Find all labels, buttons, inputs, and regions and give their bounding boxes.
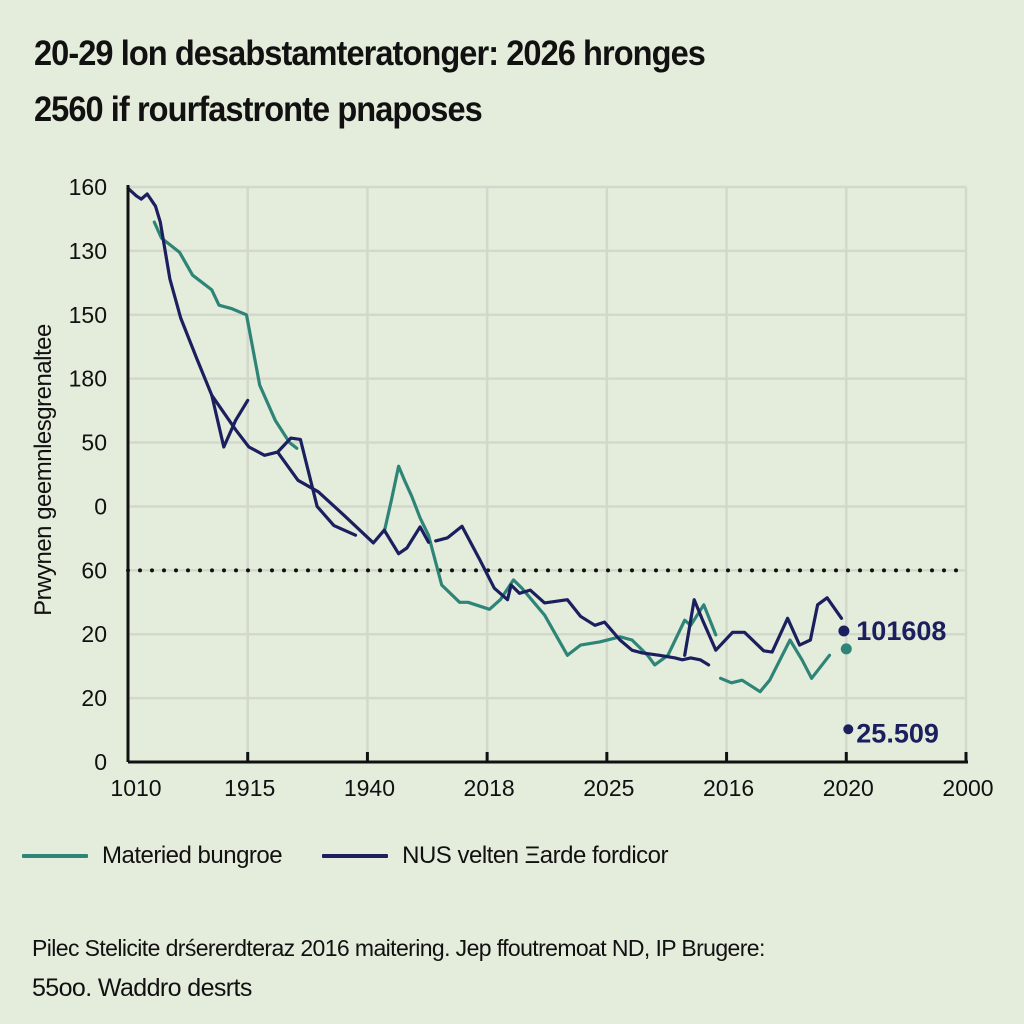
y-tick-label: 150 <box>69 302 107 328</box>
series-line-navy <box>276 436 358 537</box>
y-tick-label: 20 <box>81 685 107 711</box>
chart-title: 20-29 lon desabstamteratonger: 2026 hron… <box>34 26 706 138</box>
legend-swatch-navy <box>322 854 389 858</box>
x-tick-label: 2018 <box>464 775 515 801</box>
chart-title-line-2: 2560 if rourfastronte pnaposes <box>34 90 483 129</box>
y-tick-label: 60 <box>81 557 107 583</box>
data-label: 25.509 <box>856 718 939 748</box>
x-tick-label: 1010 <box>110 775 161 801</box>
source-note: Pilec Stelicite drśererdteraz 2016 maite… <box>32 928 765 1008</box>
axes <box>126 185 968 764</box>
x-tick-labels: 1010 1915 1940 2018 2025 2016 2020 2000 <box>110 775 993 801</box>
data-label: 101608 <box>856 616 946 646</box>
annotation-marker <box>843 724 854 735</box>
legend-label-teal: Materied bungroe <box>102 842 283 869</box>
source-note-line-1: Pilec Stelicite drśererdteraz 2016 maite… <box>32 935 765 961</box>
y-tick-label: 20 <box>81 621 107 647</box>
y-tick-label: 50 <box>81 430 107 456</box>
legend: Materied bungroe NUS velten Ξarde fordic… <box>22 838 708 874</box>
series-line-navy <box>434 524 711 667</box>
series-line-navy <box>126 186 250 449</box>
x-tick-label: 2016 <box>703 775 754 801</box>
x-tick-label: 2025 <box>583 775 634 801</box>
series-group <box>126 186 852 694</box>
y-tick-label: 130 <box>69 238 107 264</box>
series-line-teal <box>382 464 718 667</box>
chart-title-line-1: 20-29 lon desabstamteratonger: 2026 hron… <box>34 34 706 73</box>
legend-swatch-teal <box>22 854 88 858</box>
x-tick-label: 2020 <box>823 775 874 801</box>
series-line-teal <box>718 638 832 694</box>
annotation-group: 101608 25.509 <box>843 616 946 748</box>
x-tick-label: 1940 <box>344 775 395 801</box>
y-tick-label: 0 <box>94 493 107 519</box>
y-tick-labels: 0 20 20 60 0 50 180 150 130 160 <box>69 174 107 775</box>
series-line-teal <box>152 220 299 450</box>
grid-lines <box>126 185 968 764</box>
legend-label-navy: NUS velten Ξarde fordicor <box>402 842 669 869</box>
series-line-navy <box>683 596 844 657</box>
y-tick-label: 180 <box>69 366 107 392</box>
source-note-line-2: 55oo. Waddro desrts <box>32 974 252 1002</box>
legend-item-navy[interactable]: NUS velten Ξarde fordicor <box>322 842 669 870</box>
series-end-marker-teal <box>840 643 852 655</box>
y-tick-label: 0 <box>94 749 107 775</box>
x-tick-label: 2000 <box>942 775 993 801</box>
y-tick-label: 160 <box>69 174 107 200</box>
series-end-marker-navy <box>838 625 850 637</box>
x-tick-label: 1915 <box>224 775 275 801</box>
series-line-navy <box>210 393 431 556</box>
legend-item-teal[interactable]: Materied bungroe <box>22 842 283 870</box>
